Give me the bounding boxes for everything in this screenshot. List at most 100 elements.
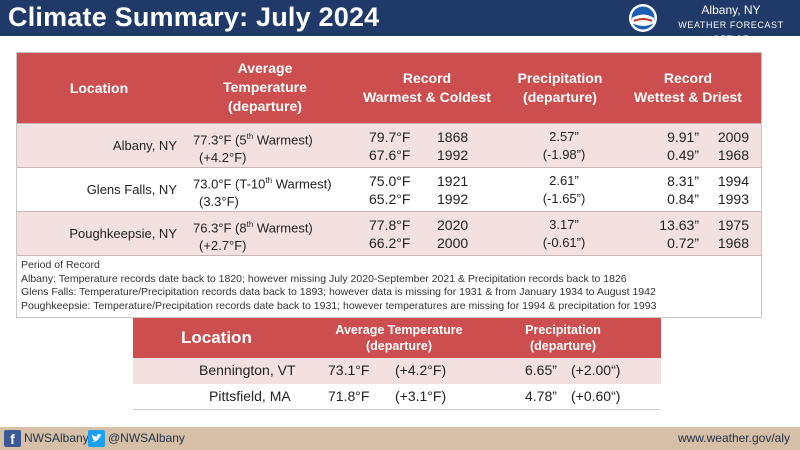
office-city: Albany, NY — [701, 3, 761, 17]
table-header: Location Average Temperature (departure)… — [17, 53, 761, 123]
record-wet-year: 1994 — [717, 173, 749, 189]
facebook-icon[interactable]: f — [4, 430, 21, 447]
page-title: Climate Summary: July 2024 — [8, 2, 380, 32]
record-wet-value: 8.31” — [667, 173, 699, 189]
header-record-precipitation: Record Wettest & Driest — [623, 69, 753, 107]
record-cold-value: 67.6°F — [369, 147, 411, 163]
facebook-handle[interactable]: NWSAlbany — [24, 431, 89, 445]
avg-temp-departure: (+3.1°F) — [395, 388, 447, 404]
twitter-icon[interactable] — [88, 430, 105, 447]
precip-departure: (-1.98”) — [542, 147, 586, 162]
secondary-header-precip-line2: (departure) — [530, 339, 596, 353]
secondary-table-header: Location Average Temperature (departure)… — [133, 318, 661, 358]
header-bar: Climate Summary: July 2024 Albany, NY WE… — [0, 0, 800, 44]
precip-departure: (+2.00“) — [571, 362, 621, 378]
record-dry-value: 0.49” — [667, 147, 699, 163]
record-warm-value: 75.0°F — [369, 173, 411, 189]
record-wet-year: 1975 — [717, 217, 749, 233]
row-record-temps: 77.8°F 2020 66.2°F 2000 — [369, 216, 504, 252]
record-wet-year: 2009 — [717, 129, 749, 145]
precip-value: 2.57” — [549, 129, 579, 144]
header-wet-line1: Record — [663, 70, 713, 86]
row-avg-temperature: 77.3°F (5th Warmest) (+4.2°F) — [193, 128, 363, 167]
header-avg-line1: Average — [237, 60, 293, 76]
header-record-line1: Record — [402, 70, 452, 86]
avg-rank-suffix: th — [246, 220, 254, 229]
row-avg-temperature: 76.3°F (8th Warmest) (+2.7°F) — [193, 216, 363, 255]
secondary-header-location: Location — [181, 328, 252, 347]
row-location: Albany, NY — [112, 138, 177, 153]
secondary-header-precipitation: Precipitation (departure) — [503, 322, 623, 354]
row-precipitation: 2.61” (-1.65”) — [519, 172, 609, 208]
row-precipitation: 2.57” (-1.98”) — [519, 128, 609, 164]
avg-rank-suffix: th — [265, 176, 273, 185]
twitter-handle[interactable]: @NWSAlbany — [108, 431, 185, 445]
table-row-bennington: Bennington, VT 73.1°F (+4.2°F) 6.65” (+2… — [133, 358, 661, 384]
row-precipitation: 3.17” (-0.61”) — [519, 216, 609, 252]
row-record-temps: 79.7°F 1868 67.6°F 1992 — [369, 128, 504, 164]
header-avg-line2: Temperature — [223, 79, 307, 95]
record-wet-value: 9.91” — [667, 129, 699, 145]
record-dry-year: 1993 — [717, 191, 749, 207]
row-record-precip: 13.63” 1975 0.72” 1968 — [637, 216, 761, 252]
row-record-precip: 8.31” 1994 0.84” 1993 — [637, 172, 761, 208]
row-record-temps: 75.0°F 1921 65.2°F 1992 — [369, 172, 504, 208]
avg-temp-value: 77.3°F (5 — [193, 132, 247, 148]
notes-poughkeepsie: Poughkeepsie: Temperature/Precipitation … — [21, 299, 657, 312]
header-wet-line2: Wettest & Driest — [634, 89, 742, 105]
avg-temp-value: 73.1°F — [328, 362, 370, 378]
record-cold-year: 2000 — [437, 235, 469, 251]
precip-value: 3.17” — [549, 217, 579, 232]
noaa-nws-logo-icon — [629, 4, 657, 32]
secondary-header-avg-line2: (departure) — [366, 339, 432, 353]
record-warm-year: 2020 — [437, 217, 469, 233]
header-precipitation: Precipitation (departure) — [503, 69, 617, 107]
precip-value: 2.61” — [549, 173, 579, 188]
record-dry-value: 0.84” — [667, 191, 699, 207]
avg-temp-departure: (+4.2°F) — [199, 150, 247, 166]
notes-albany: Albany: Temperature records date back to… — [21, 272, 627, 285]
record-warm-year: 1868 — [437, 129, 469, 145]
record-cold-year: 1992 — [437, 191, 469, 207]
header-record-temperature: Record Warmest & Coldest — [347, 69, 507, 107]
header-precip-line1: Precipitation — [517, 70, 603, 86]
avg-rank-label: Warmest) — [272, 176, 332, 192]
office-name: WEATHER FORECAST OFFICE — [678, 20, 784, 44]
precip-value: 6.65” — [525, 362, 557, 378]
row-location: Bennington, VT — [199, 362, 296, 378]
header-location: Location — [69, 80, 129, 96]
row-location: Poughkeepsie, NY — [69, 226, 177, 241]
record-warm-value: 79.7°F — [369, 129, 411, 145]
avg-temp-departure: (+4.2°F) — [395, 362, 447, 378]
record-cold-value: 65.2°F — [369, 191, 411, 207]
record-dry-year: 1968 — [717, 147, 749, 163]
row-location: Glens Falls, NY — [86, 182, 177, 197]
row-location: Pittsfield, MA — [209, 388, 291, 404]
record-dry-value: 0.72” — [667, 235, 699, 251]
avg-temp-departure: (+2.7°F) — [199, 238, 247, 254]
notes-title: Period of Record — [21, 259, 100, 271]
header-record-line2: Warmest & Coldest — [363, 89, 491, 105]
precip-departure: (-0.61”) — [542, 235, 586, 250]
avg-temp-value: 71.8°F — [328, 388, 370, 404]
office-label: Albany, NY WEATHER FORECAST OFFICE — [665, 3, 797, 46]
header-average-temperature: Average Temperature (departure) — [195, 59, 335, 116]
precip-departure: (-1.65”) — [542, 191, 586, 206]
avg-rank-label: Warmest) — [253, 220, 313, 236]
footer-bar: f NWSAlbany @NWSAlbany www.weather.gov/a… — [0, 427, 800, 450]
avg-rank-label: Warmest) — [253, 132, 313, 148]
avg-temp-value: 73.0°F (T-10 — [193, 176, 266, 192]
website-link[interactable]: www.weather.gov/aly — [677, 431, 790, 445]
table-row-glens-falls: Glens Falls, NY 73.0°F (T-10th Warmest) … — [17, 167, 761, 211]
precip-value: 4.78” — [525, 388, 557, 404]
climate-summary-table: Location Average Temperature (departure)… — [16, 52, 762, 318]
table-row-poughkeepsie: Poughkeepsie, NY 76.3°F (8th Warmest) (+… — [17, 211, 761, 255]
notes-glens-falls: Glens Falls: Temperature/Precipitation r… — [21, 286, 656, 298]
row-avg-temperature: 73.0°F (T-10th Warmest) (3.3°F) — [193, 172, 363, 211]
precip-departure: (+0.60“) — [571, 388, 621, 404]
header-precip-line2: (departure) — [523, 89, 597, 105]
secondary-header-avg-line1: Average Temperature — [335, 323, 463, 337]
avg-temp-departure: (3.3°F) — [199, 194, 239, 210]
period-of-record-notes: Period of Record Albany: Temperature rec… — [17, 255, 761, 317]
secondary-locations-table: Location Average Temperature (departure)… — [133, 318, 661, 410]
